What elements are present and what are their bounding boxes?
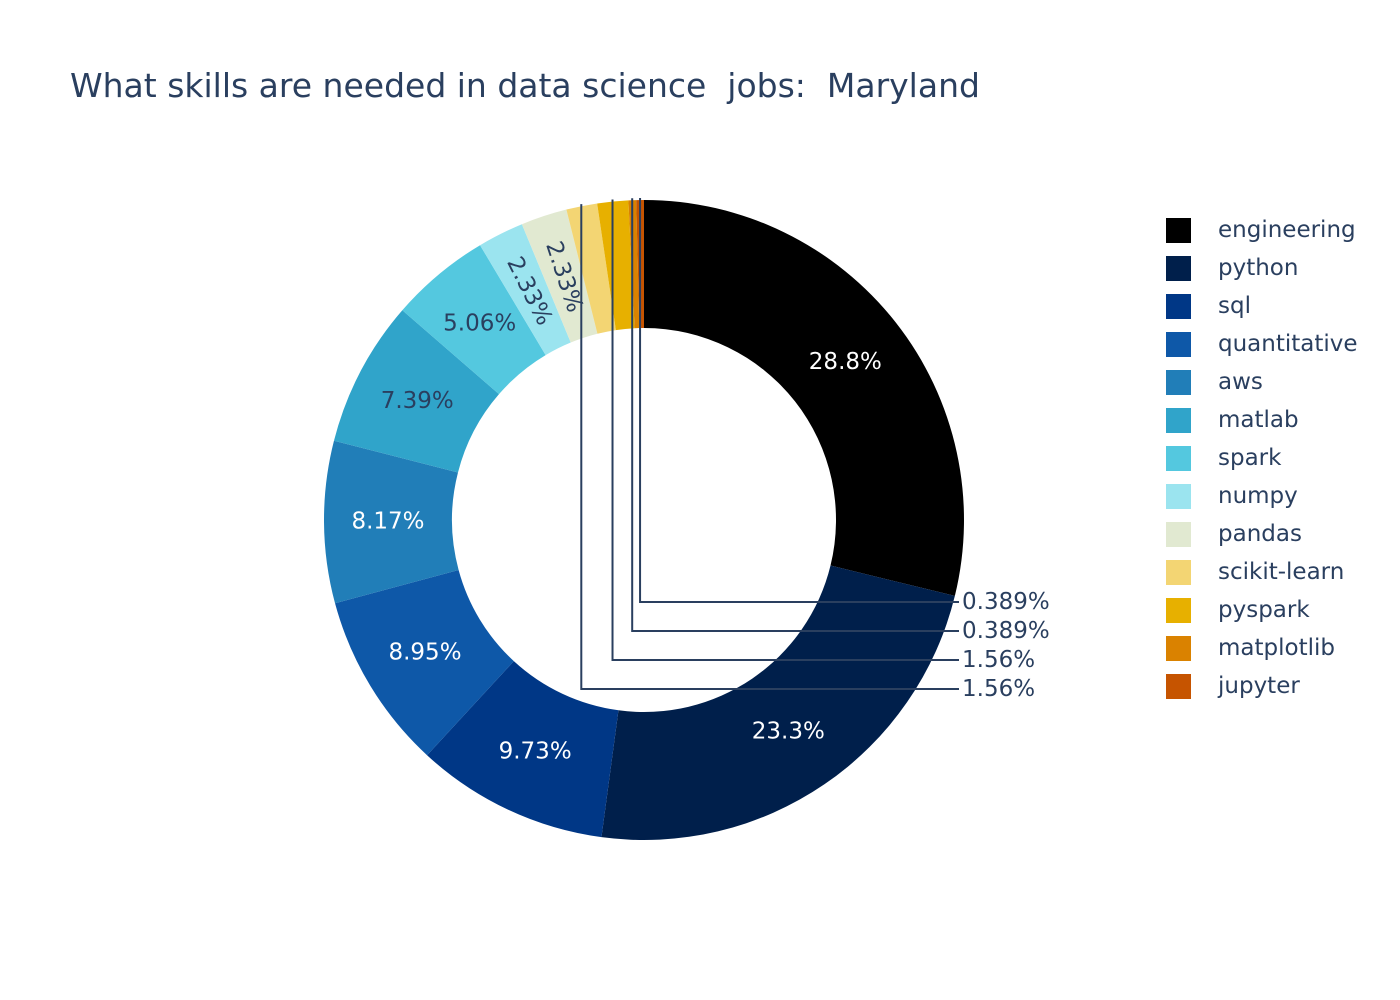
- slice-matlab[interactable]: [333, 310, 499, 473]
- leader-line-scikit-learn: [580, 204, 959, 690]
- legend-label: spark: [1218, 445, 1282, 471]
- legend-swatch: [1166, 408, 1191, 433]
- legend-swatch: [1166, 446, 1191, 471]
- legend-label: engineering: [1218, 217, 1356, 243]
- slice-aws[interactable]: [323, 440, 459, 604]
- slice-label-pyspark: 1.56%: [962, 647, 1035, 673]
- slice-python[interactable]: [601, 565, 955, 841]
- slice-label-engineering: 28.8%: [809, 349, 882, 375]
- legend-label: python: [1218, 255, 1299, 281]
- slice-label-python: 23.3%: [752, 718, 825, 744]
- slice-numpy[interactable]: [480, 224, 571, 356]
- legend-swatch: [1166, 636, 1191, 661]
- legend-item-sql[interactable]: sql: [1166, 290, 1386, 328]
- legend-item-pyspark[interactable]: pyspark: [1166, 594, 1386, 632]
- legend-item-numpy[interactable]: numpy: [1166, 480, 1386, 518]
- slice-scikit-learn[interactable]: [566, 203, 616, 334]
- slice-spark[interactable]: [402, 245, 546, 395]
- slices-layer: [323, 200, 964, 841]
- legend-label: jupyter: [1218, 673, 1300, 699]
- slice-label-spark: 5.06%: [443, 311, 516, 337]
- legend-item-python[interactable]: python: [1166, 252, 1386, 290]
- legend-label: quantitative: [1218, 331, 1358, 357]
- slice-label-scikit-learn: 1.56%: [962, 676, 1035, 702]
- slice-label-quantitative: 8.95%: [388, 640, 461, 666]
- slice-quantitative[interactable]: [335, 569, 514, 756]
- legend-label: pyspark: [1218, 597, 1310, 623]
- legend-swatch: [1166, 370, 1191, 395]
- slice-label-matlab: 7.39%: [381, 388, 454, 414]
- slice-label-sql: 9.73%: [499, 739, 572, 765]
- legend-label: matlab: [1218, 407, 1299, 433]
- legend-item-matplotlib[interactable]: matplotlib: [1166, 632, 1386, 670]
- legend-item-engineering[interactable]: engineering: [1166, 214, 1386, 252]
- legend-swatch: [1166, 598, 1191, 623]
- legend-swatch: [1166, 332, 1191, 357]
- legend-item-matlab[interactable]: matlab: [1166, 404, 1386, 442]
- slice-pyspark[interactable]: [597, 200, 635, 331]
- legend-label: pandas: [1218, 521, 1302, 547]
- legend: engineering python sql quantitative aws matla…: [1166, 214, 1386, 708]
- legend-swatch: [1166, 484, 1191, 509]
- leader-line-pyspark: [611, 199, 959, 661]
- legend-item-pandas[interactable]: pandas: [1166, 518, 1386, 556]
- legend-swatch: [1166, 674, 1191, 699]
- legend-label: sql: [1218, 293, 1251, 319]
- legend-swatch: [1166, 522, 1191, 547]
- slice-pandas[interactable]: [521, 209, 598, 343]
- leader-line-matplotlib: [631, 198, 959, 632]
- legend-swatch: [1166, 294, 1191, 319]
- slice-matplotlib[interactable]: [628, 200, 640, 329]
- slice-sql[interactable]: [427, 661, 619, 838]
- slice-label-aws: 8.17%: [351, 509, 424, 535]
- slice-label-jupyter: 0.389%: [962, 589, 1050, 615]
- legend-item-scikit-learn[interactable]: scikit-learn: [1166, 556, 1386, 594]
- leader-lines-layer: [580, 198, 959, 690]
- legend-swatch: [1166, 560, 1191, 585]
- legend-label: aws: [1218, 369, 1263, 395]
- legend-item-quantitative[interactable]: quantitative: [1166, 328, 1386, 366]
- slice-engineering[interactable]: [644, 200, 964, 596]
- leader-line-jupyter: [639, 198, 959, 603]
- legend-item-jupyter[interactable]: jupyter: [1166, 670, 1386, 708]
- legend-swatch: [1166, 256, 1191, 281]
- legend-swatch: [1166, 218, 1191, 243]
- legend-item-aws[interactable]: aws: [1166, 366, 1386, 404]
- legend-label: scikit-learn: [1218, 559, 1345, 585]
- slice-label-matplotlib: 0.389%: [962, 618, 1050, 644]
- legend-label: numpy: [1218, 483, 1298, 509]
- legend-item-spark[interactable]: spark: [1166, 442, 1386, 480]
- legend-label: matplotlib: [1218, 635, 1335, 661]
- chart-title: What skills are needed in data science j…: [70, 66, 980, 105]
